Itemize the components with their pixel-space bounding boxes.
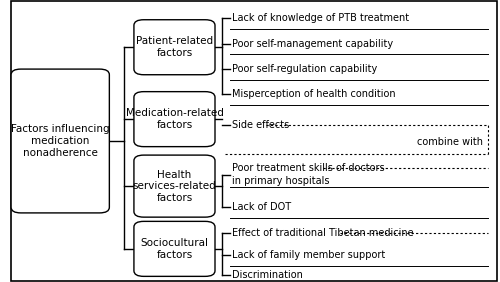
Text: Effect of traditional Tibetan medicine: Effect of traditional Tibetan medicine [232,228,414,238]
Text: in primary hospitals: in primary hospitals [232,176,330,186]
Text: Patient-related
factors: Patient-related factors [136,36,213,58]
Text: Poor self-management capability: Poor self-management capability [232,39,394,49]
Text: Side effects: Side effects [232,120,289,131]
Text: Poor treatment skills of doctors: Poor treatment skills of doctors [232,164,385,173]
Text: Discrimination: Discrimination [232,270,303,280]
Text: Health
services-related
factors: Health services-related factors [132,169,216,203]
Text: Lack of family member support: Lack of family member support [232,250,386,260]
Text: Medication-related
factors: Medication-related factors [126,108,224,130]
Text: Lack of knowledge of PTB treatment: Lack of knowledge of PTB treatment [232,13,410,23]
FancyBboxPatch shape [134,155,215,217]
Text: Sociocultural
factors: Sociocultural factors [140,238,208,260]
Text: Misperception of health condition: Misperception of health condition [232,89,396,100]
Text: combine with: combine with [417,137,483,147]
Text: Poor self-regulation capability: Poor self-regulation capability [232,64,378,74]
FancyBboxPatch shape [134,20,215,75]
FancyBboxPatch shape [134,221,215,276]
FancyBboxPatch shape [11,69,110,213]
FancyBboxPatch shape [134,92,215,147]
Text: Factors influencing
medication
nonadherence: Factors influencing medication nonadhere… [11,124,110,158]
Text: Lack of DOT: Lack of DOT [232,202,292,212]
